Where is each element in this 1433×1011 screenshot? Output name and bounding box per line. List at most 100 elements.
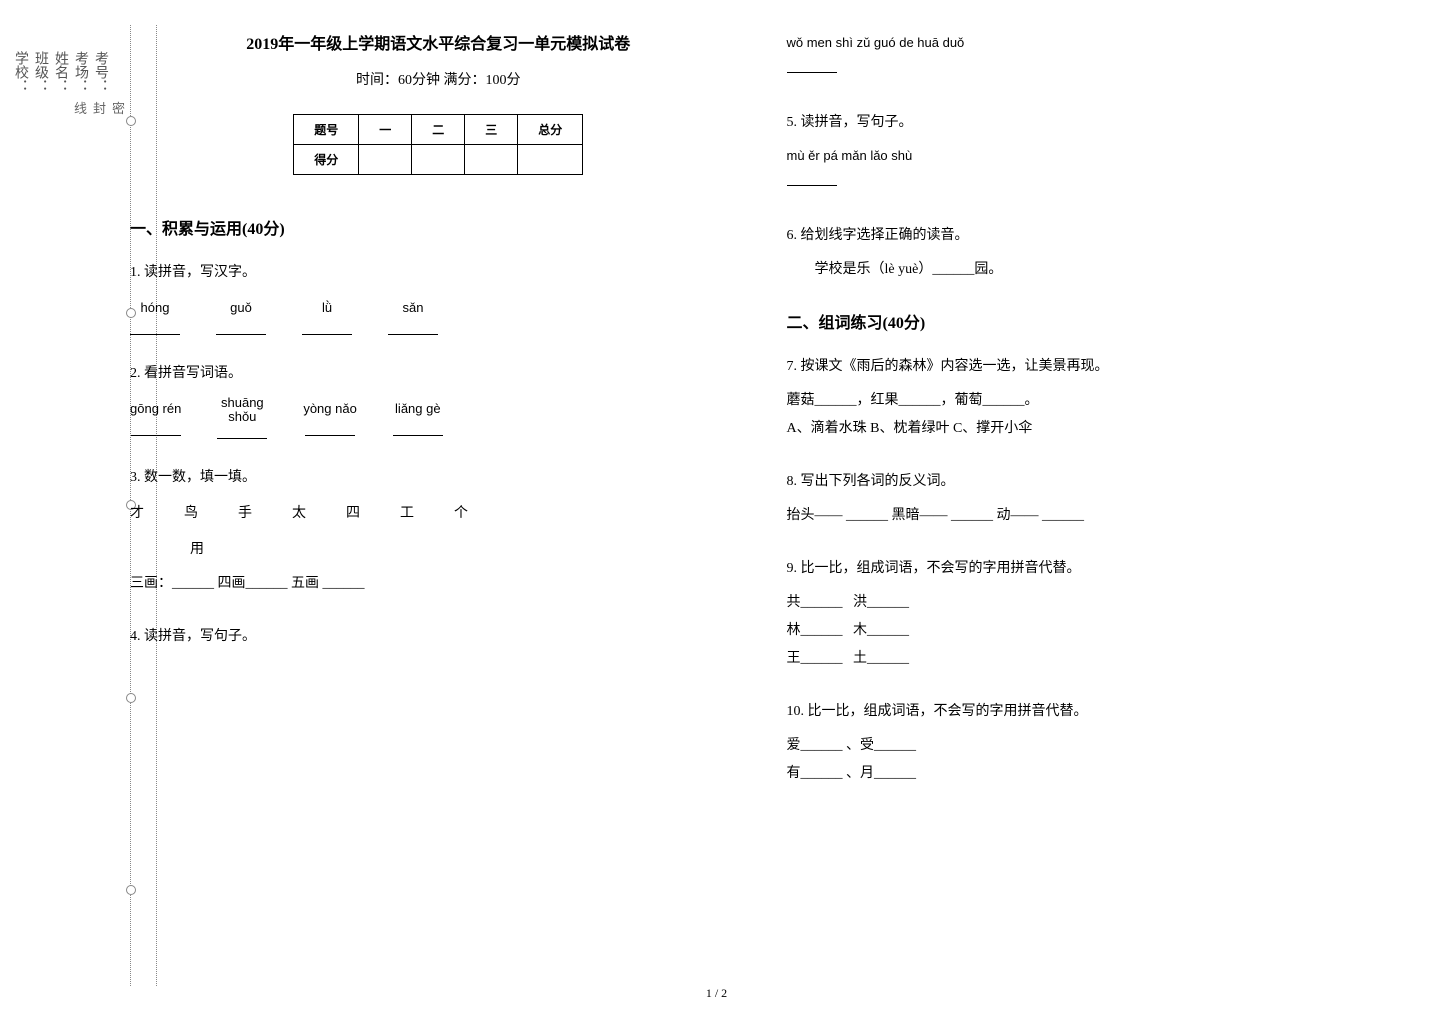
pair-left: 有______ xyxy=(787,766,843,781)
q6-line: 学校是乐（lè yuè）______园。 xyxy=(815,256,1404,284)
q2: 2. 看拼音写词语。 gōng rén shuāng shǒu yòng nǎo xyxy=(130,360,747,439)
pair-right: 洪______ xyxy=(853,595,909,610)
pair-right: 土______ xyxy=(853,651,909,666)
right-column: wǒ men shì zǔ guó de huā duǒ 5. 读拼音，写句子。… xyxy=(787,30,1404,813)
q9-pair: 王______ 土______ xyxy=(787,645,1404,673)
section1-title: 一、积累与运用(40分) xyxy=(130,215,747,239)
td-blank xyxy=(412,145,465,175)
pinyin: gōng rén xyxy=(130,396,181,422)
blank xyxy=(787,172,837,186)
td-blank xyxy=(465,145,518,175)
q10: 10. 比一比，组成词语，不会写的字用拼音代替。 爱______ 、受_____… xyxy=(787,698,1404,788)
content-area: 2019年一年级上学期语文水平综合复习一单元模拟试卷 时间：60分钟 满分：10… xyxy=(130,30,1403,813)
td-score-label: 得分 xyxy=(294,145,359,175)
blank xyxy=(130,321,180,335)
pair-left: 林______ xyxy=(787,623,843,638)
th-3: 三 xyxy=(465,115,518,145)
q2-prompt: 2. 看拼音写词语。 xyxy=(130,360,747,388)
q9-prompt: 9. 比一比，组成词语，不会写的字用拼音代替。 xyxy=(787,555,1404,583)
label-class: 班级： xyxy=(30,51,50,961)
blank xyxy=(131,422,181,436)
pinyin: hóng xyxy=(141,295,170,321)
char: 手 xyxy=(238,500,252,528)
pinyin: lǜ xyxy=(322,295,332,321)
q3: 3. 数一数，填一填。 才 鸟 手 太 四 工 个 用 三画：______ 四画… xyxy=(130,464,747,598)
pinyin: sǎn xyxy=(403,295,424,321)
char: 用 xyxy=(190,536,747,564)
char: 四 xyxy=(346,500,360,528)
blank xyxy=(302,321,352,335)
blank xyxy=(393,422,443,436)
seal-char: 密 xyxy=(108,101,127,910)
q8: 8. 写出下列各词的反义词。 抬头—— ______ 黑暗—— ______ 动… xyxy=(787,468,1404,530)
q4-pinyin-line: wǒ men shì zǔ guó de huā duǒ xyxy=(787,30,1404,56)
exam-title: 2019年一年级上学期语文水平综合复习一单元模拟试卷 xyxy=(130,30,747,54)
char: 个 xyxy=(454,500,468,528)
pinyin-item: hóng xyxy=(130,295,180,335)
td-blank xyxy=(518,145,583,175)
left-column: 2019年一年级上学期语文水平综合复习一单元模拟试卷 时间：60分钟 满分：10… xyxy=(130,30,747,813)
q5-pinyin-line: mù ěr pá mǎn lǎo shù xyxy=(787,143,1404,169)
char: 工 xyxy=(400,500,414,528)
blank xyxy=(217,425,267,439)
blank xyxy=(305,422,355,436)
pair-left: 王______ xyxy=(787,651,843,666)
seal-char: 封 xyxy=(89,101,108,910)
q10-pair: 爱______ 、受______ xyxy=(787,732,1404,760)
seal-char: 线 xyxy=(70,101,89,910)
label-school: 学校： xyxy=(10,51,30,961)
pinyin-item: guǒ xyxy=(216,295,266,335)
table-row: 题号 一 二 三 总分 xyxy=(294,115,583,145)
page-number: 1 / 2 xyxy=(706,986,727,1001)
q3-prompt: 3. 数一数，填一填。 xyxy=(130,464,747,492)
th-label: 题号 xyxy=(294,115,359,145)
q7: 7. 按课文《雨后的森林》内容选一选，让美景再现。 蘑菇______，红果___… xyxy=(787,353,1404,443)
pinyin: shǒu xyxy=(228,410,256,424)
q5: 5. 读拼音，写句子。 mù ěr pá mǎn lǎo shù xyxy=(787,109,1404,197)
score-table: 题号 一 二 三 总分 得分 xyxy=(293,114,583,175)
q4: 4. 读拼音，写句子。 xyxy=(130,623,747,651)
q1-prompt: 1. 读拼音，写汉字。 xyxy=(130,259,747,287)
q10-prompt: 10. 比一比，组成词语，不会写的字用拼音代替。 xyxy=(787,698,1404,726)
q7-options: A、滴着水珠 B、枕着绿叶 C、撑开小伞 xyxy=(787,415,1404,443)
q8-line: 抬头—— ______ 黑暗—— ______ 动—— ______ xyxy=(787,502,1404,530)
pinyin-item: yòng nǎo xyxy=(303,396,357,436)
th-total: 总分 xyxy=(518,115,583,145)
q9: 9. 比一比，组成词语，不会写的字用拼音代替。 共______ 洪______ … xyxy=(787,555,1404,673)
q8-prompt: 8. 写出下列各词的反义词。 xyxy=(787,468,1404,496)
pair-right: 木______ xyxy=(853,623,909,638)
label-name: 姓名： xyxy=(50,51,70,961)
pair-left: 共______ xyxy=(787,595,843,610)
pinyin-item: lǜ xyxy=(302,295,352,335)
seal-line-text: 密 封 线 xyxy=(70,101,127,910)
q4-prompt: 4. 读拼音，写句子。 xyxy=(130,623,747,651)
q3-char-row: 才 鸟 手 太 四 工 个 xyxy=(130,500,747,528)
q7-prompt: 7. 按课文《雨后的森林》内容选一选，让美景再现。 xyxy=(787,353,1404,381)
binding-margin: 考号： 考场： 姓名： 班级： 学校： 密 封 线 xyxy=(0,0,110,1011)
pinyin: yòng nǎo xyxy=(303,396,357,422)
char: 太 xyxy=(292,500,306,528)
char: 鸟 xyxy=(184,500,198,528)
q2-pinyin-row: gōng rén shuāng shǒu yòng nǎo liǎng gè xyxy=(130,396,747,439)
q1-pinyin-row: hóng guǒ lǜ sǎn xyxy=(130,295,747,335)
blank xyxy=(787,59,837,73)
q1: 1. 读拼音，写汉字。 hóng guǒ lǜ sǎn xyxy=(130,259,747,335)
char: 才 xyxy=(130,500,144,528)
q10-pair: 有______ 、月______ xyxy=(787,760,1404,788)
blank xyxy=(216,321,266,335)
q9-pair: 林______ 木______ xyxy=(787,617,1404,645)
q9-pair: 共______ 洪______ xyxy=(787,589,1404,617)
th-2: 二 xyxy=(412,115,465,145)
exam-subtitle: 时间：60分钟 满分：100分 xyxy=(130,69,747,89)
pinyin-item: liǎng gè xyxy=(393,396,443,436)
th-1: 一 xyxy=(359,115,412,145)
q4-continued: wǒ men shì zǔ guó de huā duǒ xyxy=(787,30,1404,84)
pair-right: 、受______ xyxy=(846,738,916,753)
pair-left: 爱______ xyxy=(787,738,843,753)
dot-circle xyxy=(126,885,136,895)
q7-line1: 蘑菇______，红果______，葡萄______。 xyxy=(787,387,1404,415)
pinyin: shuāng xyxy=(221,396,264,410)
pinyin-item: sǎn xyxy=(388,295,438,335)
q3-line: 三画：______ 四画______ 五画 ______ xyxy=(130,570,747,598)
q5-prompt: 5. 读拼音，写句子。 xyxy=(787,109,1404,137)
